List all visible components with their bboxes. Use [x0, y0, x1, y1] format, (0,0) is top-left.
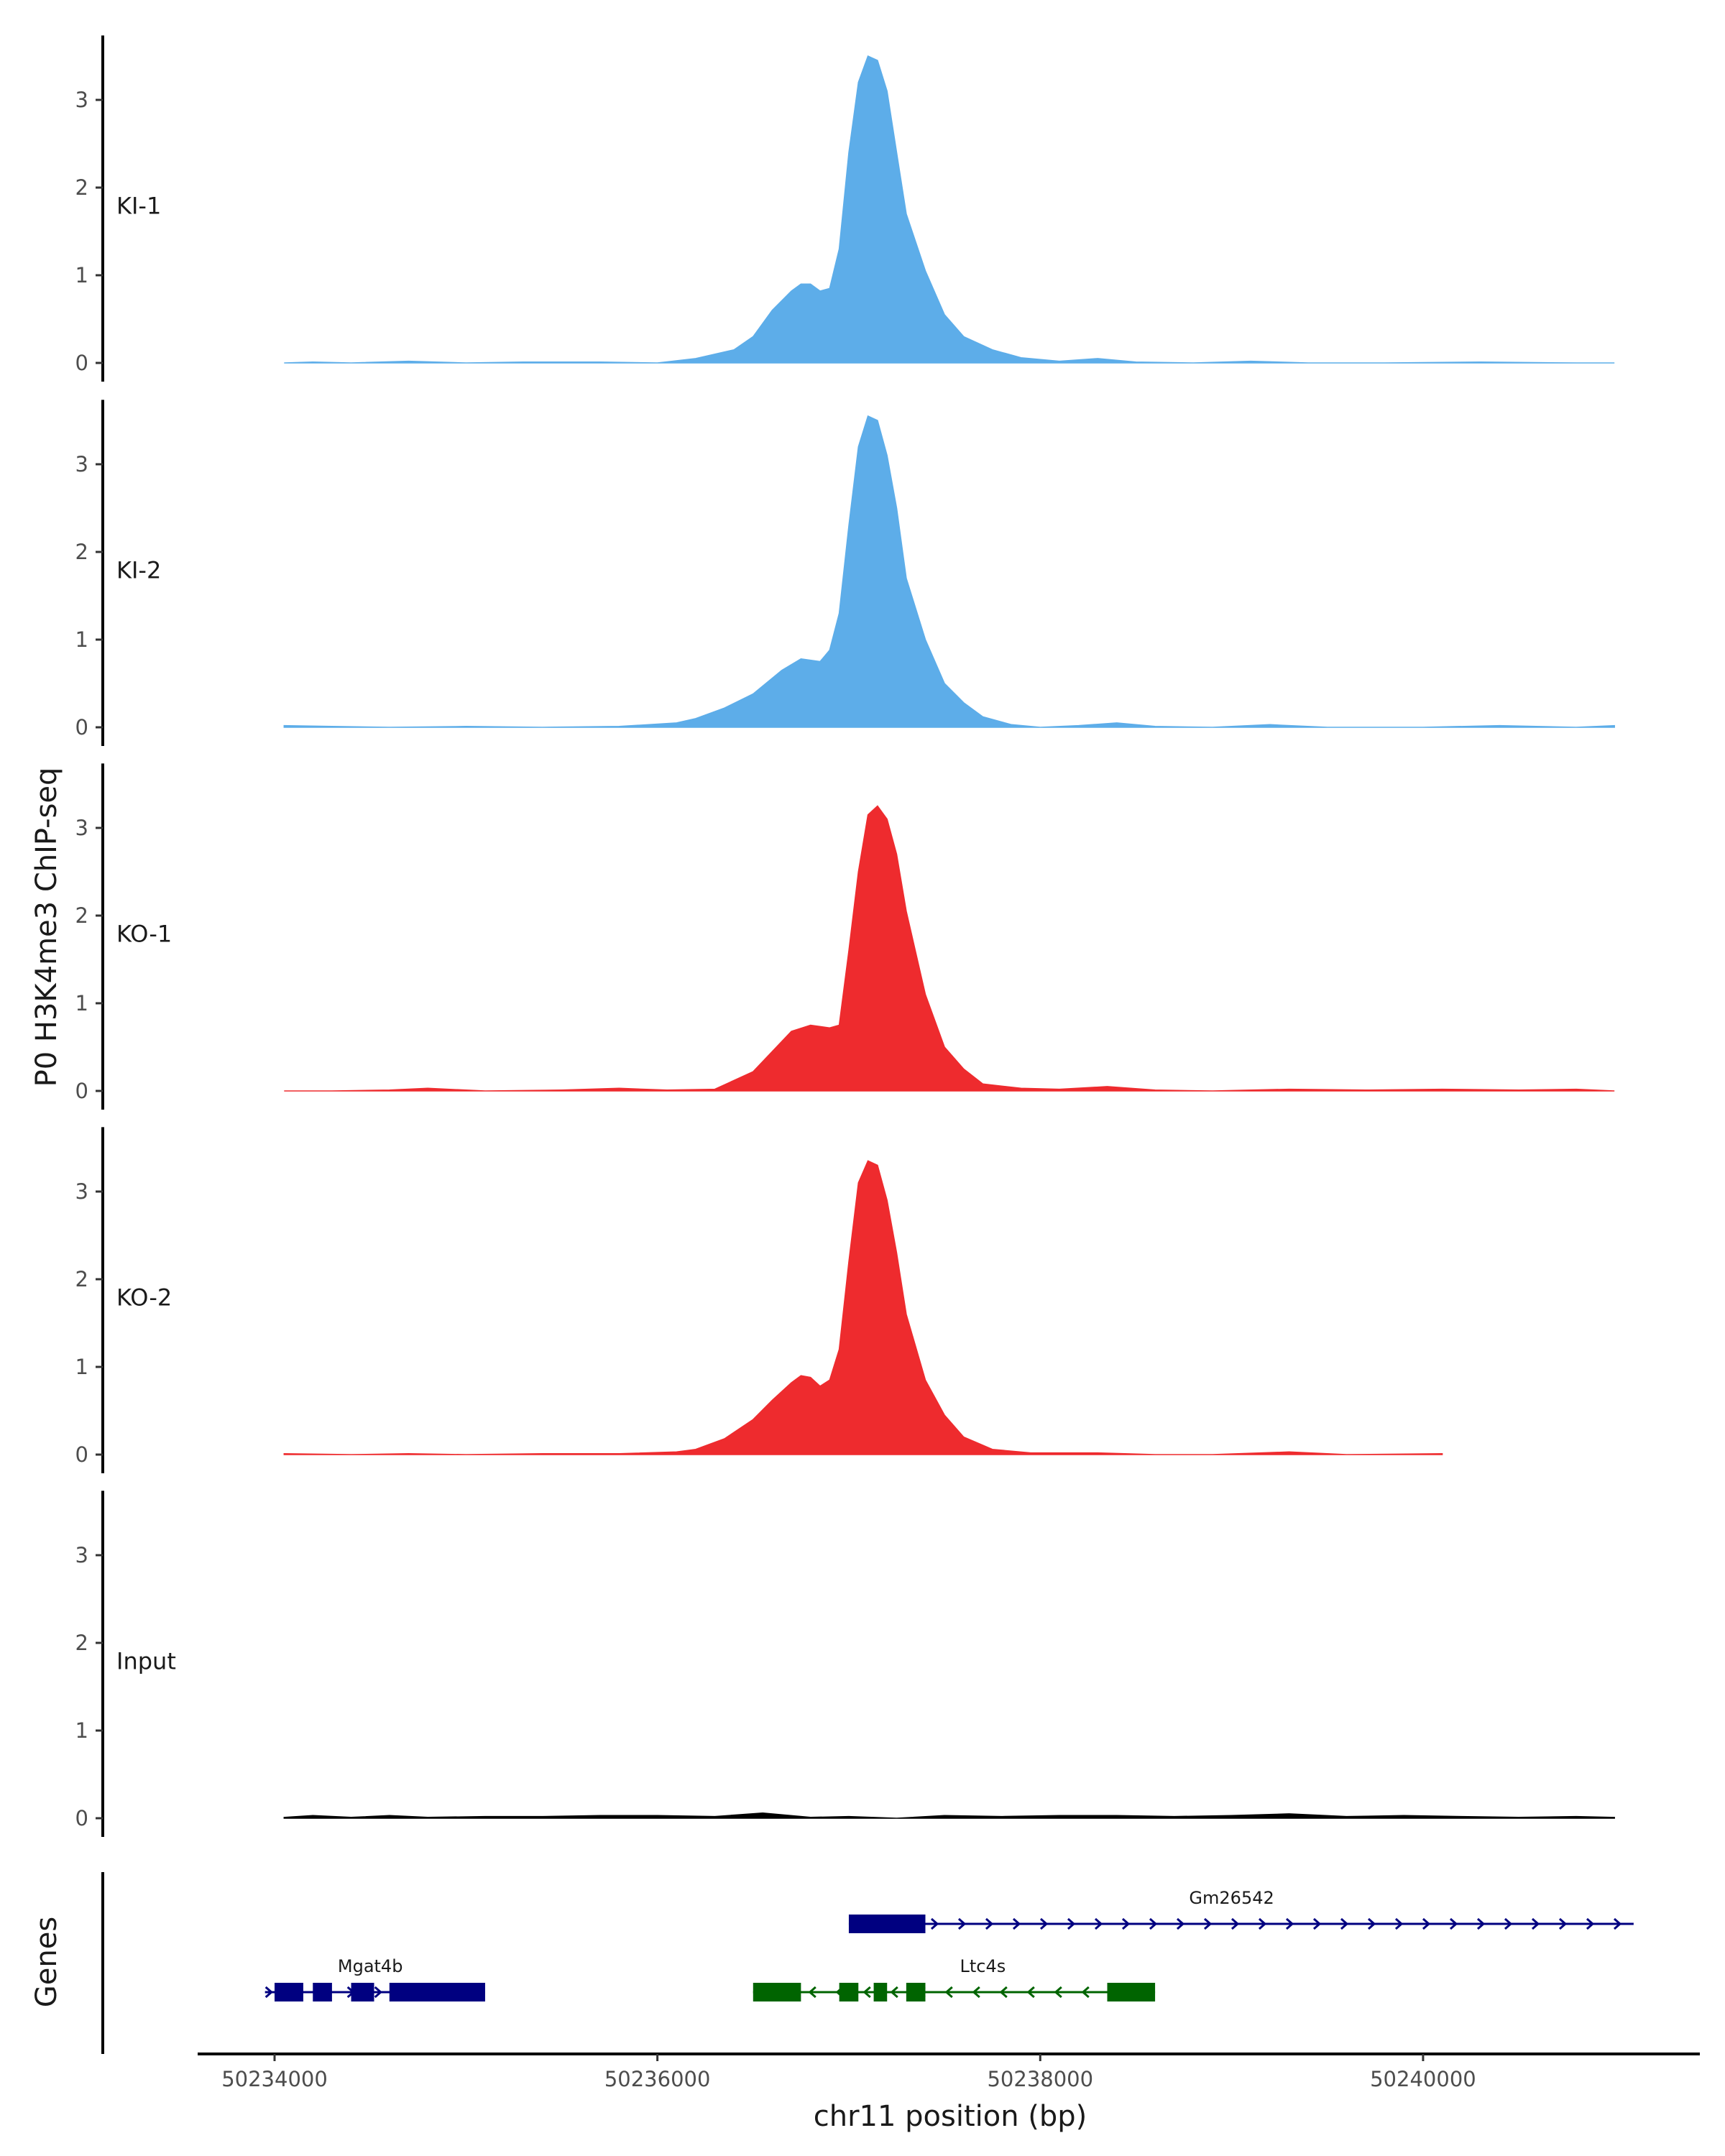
y-tick-label: 2 — [75, 1267, 88, 1291]
coverage-area — [284, 805, 1615, 1092]
strand-arrow — [1203, 1917, 1213, 1930]
strand-arrow — [999, 1986, 1008, 1999]
strand-arrow — [1230, 1917, 1240, 1930]
gene-exon — [389, 1983, 485, 2001]
strand-arrow — [374, 1986, 382, 1999]
strand-arrow — [1258, 1917, 1267, 1930]
strand-arrow — [1081, 1986, 1090, 1999]
strand-arrow — [1176, 1917, 1185, 1930]
gene-gm26542: Gm26542 — [848, 1888, 1634, 1933]
strand-arrow — [1012, 1917, 1021, 1930]
y-tick-label: 1 — [75, 263, 88, 287]
track-label: KI-2 — [116, 556, 161, 584]
y-tick-label: 0 — [75, 1806, 88, 1830]
strand-arrow — [1340, 1917, 1349, 1930]
gene-exon — [1107, 1983, 1156, 2001]
strand-arrow — [1394, 1917, 1404, 1930]
strand-arrow — [985, 1917, 994, 1930]
strand-arrow — [1039, 1917, 1049, 1930]
strand-arrow — [972, 1986, 980, 1999]
gene-exon — [839, 1983, 859, 2001]
x-axis: 50234000 50236000 50238000 50240000 — [198, 2053, 1700, 2091]
coverage-area — [284, 55, 1615, 364]
strand-arrow — [1285, 1917, 1294, 1930]
y-tick-label: 1 — [75, 1355, 88, 1379]
strand-arrow — [1054, 1986, 1062, 1999]
y-tick-label: 0 — [75, 1079, 88, 1103]
x-tick-label: 50238000 — [987, 2067, 1093, 2091]
track-label: KO-2 — [116, 1284, 172, 1311]
y-tick-label: 3 — [75, 452, 88, 476]
track-ko-2: 0 1 2 3 KO-2 — [75, 1127, 1443, 1473]
strand-arrow — [808, 1986, 816, 1999]
strand-arrow — [1531, 1917, 1540, 1930]
coverage-area — [283, 1812, 1615, 1819]
strand-arrow — [1312, 1917, 1322, 1930]
y-tick-label: 2 — [75, 175, 88, 200]
y-tick-label: 3 — [75, 816, 88, 840]
y-tick-label: 2 — [75, 540, 88, 564]
coverage-area — [283, 1160, 1443, 1455]
track-label: KO-1 — [116, 920, 172, 947]
y-tick-label: 3 — [75, 1179, 88, 1204]
strand-arrow — [1026, 1986, 1035, 1999]
gene-label: Ltc4s — [960, 1956, 1006, 1976]
strand-arrow — [957, 1917, 967, 1930]
strand-arrow — [1586, 1917, 1595, 1930]
y-axis-title: P0 H3K4me3 ChIP-seq — [30, 768, 63, 1087]
strand-arrow — [1094, 1917, 1103, 1930]
track-ki-2: 0 1 2 3 KI-2 — [75, 400, 1615, 746]
coverage-tracks: 0 1 2 3 KI-1 0 1 2 3 KI-2 0 1 2 3 KO-1 0 1 2 3 KO-2 0 1 2 3 Inpu… — [75, 35, 1615, 1837]
strand-arrow — [944, 1986, 953, 1999]
genes-axis-title: Genes — [30, 1917, 63, 2007]
strand-arrow — [1558, 1917, 1568, 1930]
track-label: KI-1 — [116, 192, 161, 219]
y-tick-label: 0 — [75, 1442, 88, 1467]
gene-exon — [848, 1915, 926, 1933]
y-tick-label: 0 — [75, 715, 88, 740]
strand-arrow — [1422, 1917, 1431, 1930]
y-tick-label: 1 — [75, 1718, 88, 1743]
y-tick-label: 2 — [75, 1631, 88, 1655]
strand-arrow — [1449, 1917, 1458, 1930]
gene-exon — [313, 1983, 332, 2001]
y-tick-label: 1 — [75, 627, 88, 652]
track-ko-1: 0 1 2 3 KO-1 — [75, 763, 1615, 1110]
track-input: 0 1 2 3 Input — [75, 1491, 1615, 1837]
gene-label: Gm26542 — [1189, 1888, 1274, 1908]
gene-exon — [351, 1983, 374, 2001]
y-tick-label: 3 — [75, 88, 88, 112]
strand-arrow — [1504, 1917, 1513, 1930]
strand-arrow — [1149, 1917, 1158, 1930]
gene-exon — [753, 1983, 801, 2001]
gene-exon — [906, 1983, 926, 2001]
x-axis-title: chr11 position (bp) — [814, 2100, 1087, 2133]
gene-mgat4b: Mgat4b — [264, 1956, 485, 2001]
strand-arrow — [1067, 1917, 1076, 1930]
gene-ltc4s: Ltc4s — [753, 1956, 1156, 2001]
strand-arrow — [1121, 1917, 1131, 1930]
coverage-area — [283, 415, 1615, 728]
strand-arrow — [1367, 1917, 1376, 1930]
strand-arrow — [890, 1986, 898, 1999]
strand-arrow — [1476, 1917, 1486, 1930]
y-tick-label: 3 — [75, 1543, 88, 1567]
track-label: Input — [116, 1647, 176, 1674]
y-tick-label: 2 — [75, 903, 88, 928]
y-tick-label: 1 — [75, 991, 88, 1015]
genes-panel: Genes Gm26542 Mgat4b Ltc4s — [30, 1872, 1634, 2054]
strand-arrow — [1613, 1917, 1622, 1930]
gene-exon — [873, 1983, 888, 2001]
strand-arrow — [264, 1986, 273, 1999]
y-tick-label: 0 — [75, 351, 88, 375]
gene-exon — [275, 1983, 303, 2001]
track-ki-1: 0 1 2 3 KI-1 — [75, 35, 1615, 382]
x-tick-label: 50234000 — [221, 2067, 328, 2091]
gene-label: Mgat4b — [338, 1956, 403, 1976]
x-tick-label: 50240000 — [1370, 2067, 1476, 2091]
x-tick-label: 50236000 — [604, 2067, 711, 2091]
strand-arrow — [930, 1917, 939, 1930]
strand-arrow — [862, 1986, 871, 1999]
